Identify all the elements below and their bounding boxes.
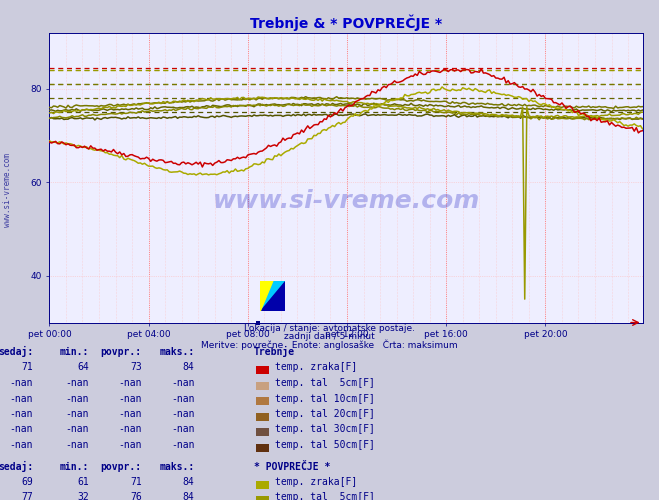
Text: -nan: -nan: [171, 378, 194, 388]
Text: -nan: -nan: [171, 440, 194, 450]
Text: -nan: -nan: [118, 409, 142, 419]
Text: temp. tal 50cm[F]: temp. tal 50cm[F]: [275, 440, 375, 450]
Text: temp. tal  5cm[F]: temp. tal 5cm[F]: [275, 492, 375, 500]
Text: min.:: min.:: [59, 347, 89, 357]
Text: -nan: -nan: [65, 424, 89, 434]
Text: 84: 84: [183, 492, 194, 500]
Text: -nan: -nan: [65, 440, 89, 450]
Polygon shape: [260, 281, 285, 311]
Text: * POVPREČJE *: * POVPREČJE *: [254, 462, 330, 471]
Text: 84: 84: [183, 477, 194, 487]
Title: Trebnje & * POVPREČJE *: Trebnje & * POVPREČJE *: [250, 15, 442, 32]
Text: -nan: -nan: [9, 409, 33, 419]
Text: 61: 61: [77, 477, 89, 487]
Text: Trebnje: Trebnje: [254, 346, 295, 357]
Text: 71: 71: [21, 362, 33, 372]
Text: -nan: -nan: [9, 440, 33, 450]
Text: -nan: -nan: [9, 424, 33, 434]
Text: sedaj:: sedaj:: [0, 346, 33, 357]
Text: min.:: min.:: [59, 462, 89, 471]
Text: temp. tal  5cm[F]: temp. tal 5cm[F]: [275, 378, 375, 388]
Text: 77: 77: [21, 492, 33, 500]
Text: -nan: -nan: [118, 440, 142, 450]
Polygon shape: [260, 281, 273, 311]
Text: -nan: -nan: [65, 394, 89, 404]
Text: -nan: -nan: [118, 424, 142, 434]
Text: Lokacija / stanje: avtomatske postaje.: Lokacija / stanje: avtomatske postaje.: [244, 324, 415, 333]
Text: sedaj:: sedaj:: [0, 460, 33, 471]
Text: 32: 32: [77, 492, 89, 500]
Text: www.si-vreme.com: www.si-vreme.com: [3, 153, 13, 227]
Text: maks.:: maks.:: [159, 347, 194, 357]
Text: maks.:: maks.:: [159, 462, 194, 471]
Text: 76: 76: [130, 492, 142, 500]
Text: -nan: -nan: [118, 394, 142, 404]
Polygon shape: [260, 281, 285, 311]
Text: temp. tal 10cm[F]: temp. tal 10cm[F]: [275, 394, 375, 404]
Text: www.si-vreme.com: www.si-vreme.com: [212, 188, 480, 212]
Text: temp. zraka[F]: temp. zraka[F]: [275, 477, 357, 487]
Text: temp. tal 20cm[F]: temp. tal 20cm[F]: [275, 409, 375, 419]
Text: 73: 73: [130, 362, 142, 372]
Text: povpr.:: povpr.:: [101, 462, 142, 471]
Text: 84: 84: [183, 362, 194, 372]
Text: -nan: -nan: [118, 378, 142, 388]
Text: temp. tal 30cm[F]: temp. tal 30cm[F]: [275, 424, 375, 434]
Text: -nan: -nan: [171, 409, 194, 419]
Text: -nan: -nan: [9, 394, 33, 404]
Text: 69: 69: [21, 477, 33, 487]
Text: temp. zraka[F]: temp. zraka[F]: [275, 362, 357, 372]
Text: zadnji dan / 5 minut: zadnji dan / 5 minut: [284, 332, 375, 341]
Text: povpr.:: povpr.:: [101, 347, 142, 357]
Text: -nan: -nan: [65, 378, 89, 388]
Text: -nan: -nan: [171, 394, 194, 404]
Text: -nan: -nan: [65, 409, 89, 419]
Text: Meritve: povrečne   Enote: anglosaške   Črta: maksimum: Meritve: povrečne Enote: anglosaške Črta…: [201, 339, 458, 349]
Text: 64: 64: [77, 362, 89, 372]
Text: -nan: -nan: [9, 378, 33, 388]
Text: -nan: -nan: [171, 424, 194, 434]
Text: 71: 71: [130, 477, 142, 487]
